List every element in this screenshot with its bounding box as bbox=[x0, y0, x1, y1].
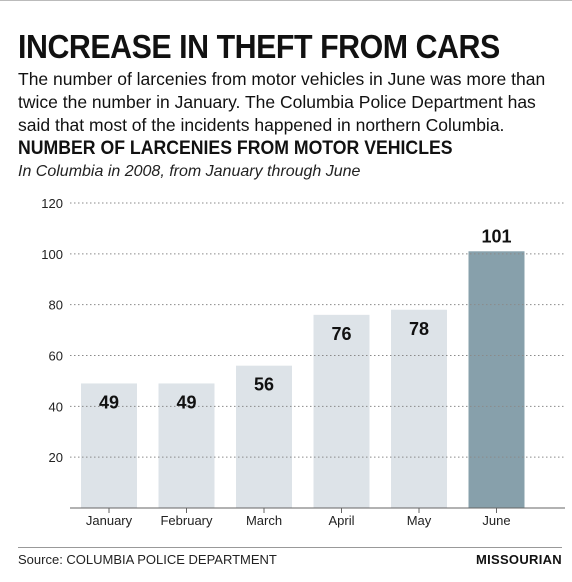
data-label: 101 bbox=[481, 226, 511, 246]
y-tick-label: 40 bbox=[49, 399, 63, 414]
x-tick-label: May bbox=[407, 513, 432, 528]
bar-april bbox=[313, 314, 370, 508]
intro-text: The number of larcenies from motor vehic… bbox=[18, 69, 546, 135]
data-label: 49 bbox=[99, 392, 119, 412]
x-tick-label: March bbox=[246, 513, 282, 528]
bar-february bbox=[158, 383, 215, 508]
top-rule bbox=[0, 0, 572, 1]
data-label: 78 bbox=[409, 319, 429, 339]
data-label: 49 bbox=[176, 392, 196, 412]
data-label: 56 bbox=[254, 375, 274, 395]
brand-logo-text: MISSOURIAN bbox=[475, 552, 562, 567]
bar-june bbox=[468, 251, 525, 508]
data-label: 76 bbox=[331, 324, 351, 344]
bar-january bbox=[81, 383, 137, 508]
x-tick-label: June bbox=[482, 513, 510, 528]
chart-subtitle: In Columbia in 2008, from January throug… bbox=[18, 163, 361, 180]
y-tick-label: 20 bbox=[49, 450, 63, 465]
headline: INCREASE IN THEFT FROM CARS bbox=[18, 28, 500, 65]
y-tick-label: 120 bbox=[41, 196, 63, 211]
footer-rule bbox=[18, 547, 562, 548]
chart-title: NUMBER OF LARCENIES FROM MOTOR VEHICLES bbox=[18, 138, 453, 159]
bar-may bbox=[391, 309, 447, 508]
y-tick-label: 80 bbox=[49, 298, 63, 313]
x-tick-label: January bbox=[86, 513, 133, 528]
source-credit: Source: COLUMBIA POLICE DEPARTMENT bbox=[18, 552, 277, 567]
x-tick-label: April bbox=[328, 513, 354, 528]
y-tick-label: 60 bbox=[49, 349, 63, 364]
bar-march bbox=[236, 365, 292, 508]
x-tick-label: February bbox=[160, 513, 213, 528]
y-tick-label: 100 bbox=[41, 247, 63, 262]
